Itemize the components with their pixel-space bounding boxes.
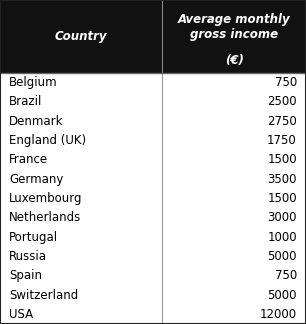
Text: Netherlands: Netherlands [9, 211, 81, 224]
Text: England (UK): England (UK) [9, 134, 86, 147]
Text: 12000: 12000 [260, 308, 297, 321]
Text: 750: 750 [274, 76, 297, 89]
Text: 1500: 1500 [267, 192, 297, 205]
Text: France: France [9, 153, 48, 166]
Text: 1000: 1000 [267, 231, 297, 244]
Text: 5000: 5000 [267, 289, 297, 302]
Text: 2500: 2500 [267, 95, 297, 108]
Text: 2750: 2750 [267, 115, 297, 128]
Text: Switzerland: Switzerland [9, 289, 78, 302]
Bar [0, 0, 306, 73]
Text: Denmark: Denmark [9, 115, 64, 128]
Text: Spain: Spain [9, 269, 42, 282]
Text: Luxembourg: Luxembourg [9, 192, 83, 205]
Text: 1750: 1750 [267, 134, 297, 147]
Text: Russia: Russia [9, 250, 47, 263]
Text: USA: USA [9, 308, 33, 321]
Text: Belgium: Belgium [9, 76, 58, 89]
Text: Average monthly
gross income: Average monthly gross income [178, 13, 290, 41]
Text: 3500: 3500 [267, 173, 297, 186]
Text: Brazil: Brazil [9, 95, 43, 108]
Text: 3000: 3000 [267, 211, 297, 224]
Text: 5000: 5000 [267, 250, 297, 263]
Text: Country: Country [55, 30, 107, 43]
Text: Germany: Germany [9, 173, 64, 186]
Text: (€): (€) [225, 54, 244, 67]
Text: 1500: 1500 [267, 153, 297, 166]
Text: 750: 750 [274, 269, 297, 282]
Text: Portugal: Portugal [9, 231, 58, 244]
